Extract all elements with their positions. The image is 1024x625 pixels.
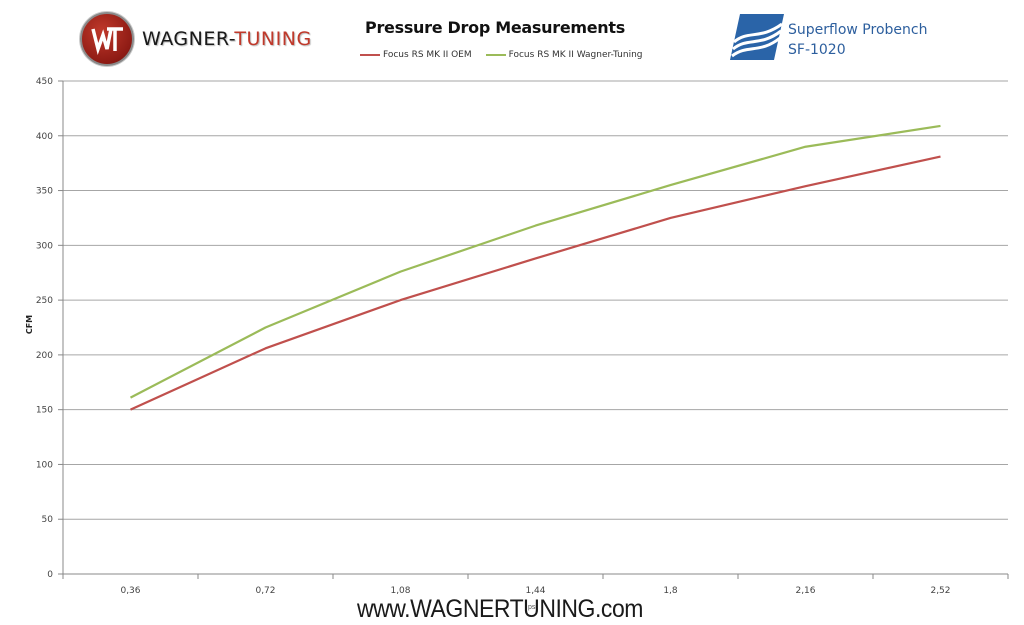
x-tick-label: 0,72 <box>255 586 275 596</box>
superflow-line-1: Superflow Probench <box>788 21 928 38</box>
superflow-wordmark: Superflow Probench SF-1020 <box>788 20 927 60</box>
x-tick-label: 2,16 <box>795 586 815 596</box>
legend-label-oem: Focus RS MK II OEM <box>383 50 472 60</box>
y-tick-label: 450 <box>36 77 53 87</box>
legend-item-oem: Focus RS MK II OEM <box>360 50 472 60</box>
x-tick-label: 0,36 <box>120 586 140 596</box>
y-axis-label: CFM <box>25 314 35 335</box>
superflow-logo: Superflow Probench SF-1020 <box>730 12 927 67</box>
y-tick-label: 150 <box>36 406 53 416</box>
y-tick-label: 300 <box>36 241 53 251</box>
y-tick-label: 400 <box>36 132 53 142</box>
x-tick-label: 1,08 <box>390 586 410 596</box>
legend-label-wagner: Focus RS MK II Wagner-Tuning <box>508 50 643 60</box>
brand-part-1: WAGNER- <box>142 28 235 50</box>
series-line-0 <box>130 155 941 411</box>
superflow-line-2: SF-1020 <box>788 41 846 58</box>
y-tick-label: 200 <box>36 351 53 361</box>
wagner-tuning-logo: WAGNER-TUNING <box>80 12 312 66</box>
x-tick-label: 1,8 <box>663 586 678 596</box>
legend-swatch-oem <box>360 54 380 56</box>
y-tick-label: 100 <box>36 460 53 470</box>
legend-swatch-wagner <box>485 54 506 56</box>
legend-item-wagner: Focus RS MK II Wagner-Tuning <box>485 50 643 60</box>
y-tick-label: 250 <box>36 296 53 306</box>
website-watermark: www.WAGNERTUNING.com <box>357 595 643 623</box>
wagner-tuning-wordmark: WAGNER-TUNING <box>142 28 312 50</box>
y-tick-label: 50 <box>42 515 54 525</box>
chart-legend: Focus RS MK II OEM Focus RS MK II Wagner… <box>360 50 643 60</box>
y-tick-label: 350 <box>36 187 53 197</box>
superflow-logo-icon <box>730 12 784 67</box>
chart-title: Pressure Drop Measurements <box>365 18 625 37</box>
x-tick-label: 1,44 <box>525 586 545 596</box>
wt-logo-icon <box>80 12 134 66</box>
brand-part-2: TUNING <box>234 28 312 50</box>
x-axis-label: psi <box>528 604 537 611</box>
series-line-1 <box>129 124 941 399</box>
y-tick-label: 0 <box>47 570 53 580</box>
x-tick-label: 2,52 <box>930 586 950 596</box>
